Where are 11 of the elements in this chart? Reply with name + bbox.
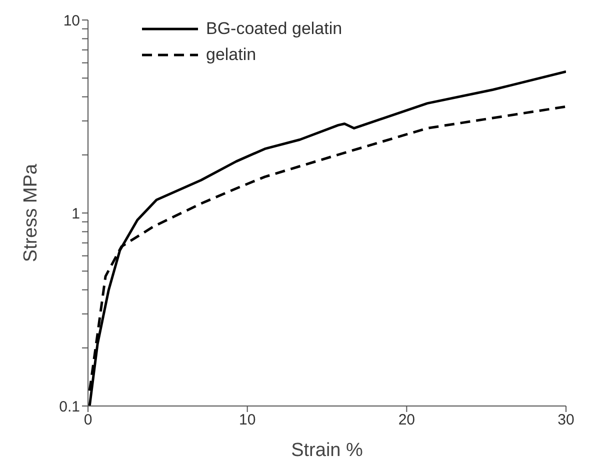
x-tick-label: 30	[558, 412, 574, 429]
x-tick-label: 10	[238, 412, 256, 429]
x-tick-label: 20	[398, 412, 416, 429]
legend-label: gelatin	[206, 45, 256, 65]
y-axis-title: Stress MPa	[20, 163, 42, 262]
y-tick-label: 0.1	[59, 398, 80, 416]
x-axis-title: Strain %	[291, 440, 364, 461]
y-tick-label: 1	[72, 205, 80, 222]
legend-label: BG-coated gelatin	[206, 19, 342, 39]
x-tick-label: 0	[84, 412, 92, 429]
y-tick-label: 10	[63, 12, 80, 30]
